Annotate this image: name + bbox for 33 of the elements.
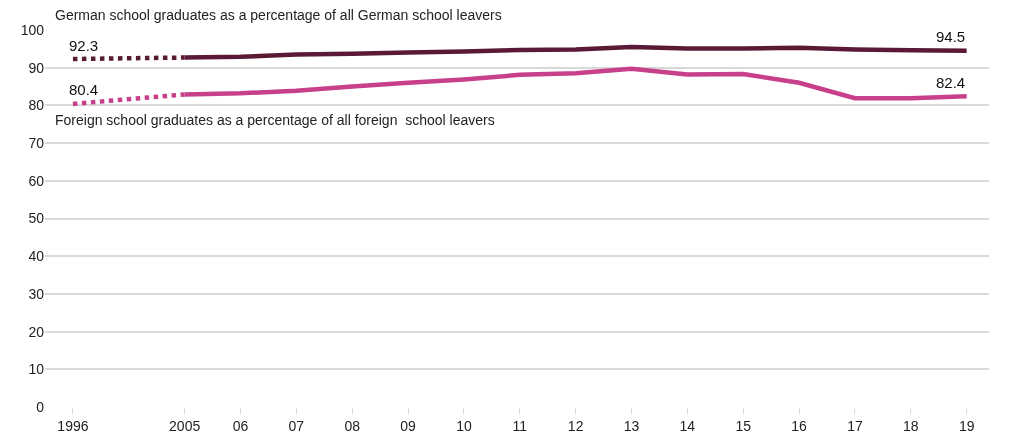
x-tick-label: 06 bbox=[232, 417, 249, 434]
x-tick-label: 18 bbox=[903, 417, 919, 434]
x-tick-label: 12 bbox=[567, 417, 584, 434]
x-tick-label: 13 bbox=[623, 417, 640, 434]
x-tick-label: 14 bbox=[679, 417, 696, 434]
y-tick-label: 70 bbox=[28, 135, 45, 151]
y-tick-label: 50 bbox=[28, 210, 45, 227]
data-label: 80.4 bbox=[69, 81, 99, 98]
x-tick-label: 08 bbox=[344, 417, 361, 434]
text: Foreign school graduates as a percentage of all foreign school leavers bbox=[55, 112, 495, 128]
data-label: 92.3 bbox=[69, 37, 99, 54]
y-tick-label: 30 bbox=[28, 285, 45, 302]
x-tick-label: 2005 bbox=[169, 417, 201, 434]
x-tick-label: 11 bbox=[512, 417, 528, 434]
x-tick-label: 07 bbox=[288, 417, 305, 434]
y-tick-label: 20 bbox=[28, 323, 45, 340]
y-tick-label: 80 bbox=[28, 97, 45, 114]
y-tick-label: 90 bbox=[28, 59, 45, 76]
x-tick-label: 16 bbox=[791, 417, 808, 434]
data-label: 82.4 bbox=[936, 74, 966, 91]
y-tick-label: 100 bbox=[20, 21, 45, 38]
y-tick-label: 60 bbox=[28, 172, 45, 189]
y-tick-label: 40 bbox=[28, 248, 45, 265]
x-tick-label: 15 bbox=[735, 417, 752, 434]
x-tick-label: 17 bbox=[847, 417, 863, 434]
x-tick-label: 1996 bbox=[57, 417, 89, 434]
data-label: 94.5 bbox=[936, 28, 966, 45]
x-tick-label: 10 bbox=[456, 417, 472, 434]
series-label: German school graduates as a percentage of all German school leavers bbox=[55, 7, 502, 23]
y-tick-label: 0 bbox=[36, 398, 45, 415]
x-tick-label: 09 bbox=[400, 417, 417, 434]
y-tick-label: 10 bbox=[28, 361, 45, 378]
x-tick-label: 19 bbox=[958, 417, 975, 434]
